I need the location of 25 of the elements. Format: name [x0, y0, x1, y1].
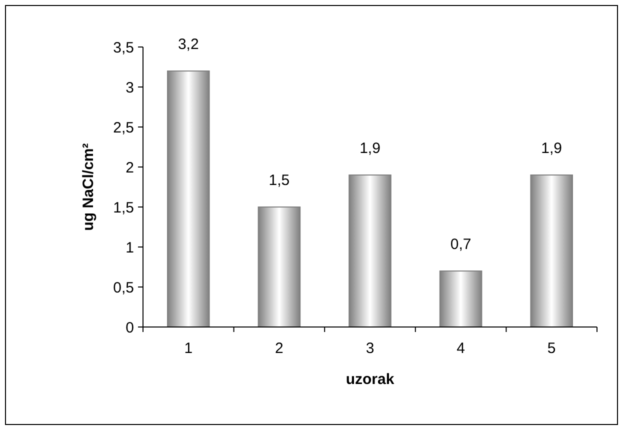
y-tick-label: 0,5	[113, 279, 134, 296]
x-axis-title: uzorak	[346, 371, 395, 388]
y-tick-label: 3,5	[113, 39, 134, 56]
x-tick-label: 5	[547, 340, 556, 357]
bar	[530, 174, 573, 328]
bar	[439, 270, 482, 328]
x-tick-label: 3	[366, 340, 374, 357]
y-axis-title: ug NaCl/cm²	[80, 143, 97, 231]
data-label: 3,2	[178, 36, 199, 53]
data-label: 0,7	[450, 236, 472, 253]
y-tick-label: 2,5	[113, 119, 134, 136]
y-tick-label: 2	[126, 159, 134, 176]
data-label: 1,9	[360, 140, 380, 157]
x-tick-label: 4	[456, 340, 465, 357]
y-tick-label: 0	[126, 319, 134, 336]
data-label: 1,9	[541, 140, 562, 157]
data-label: 1,5	[268, 172, 290, 189]
bar	[258, 206, 301, 328]
x-tick-label: 1	[184, 340, 193, 357]
x-tick-label: 2	[275, 340, 284, 357]
bar	[167, 70, 210, 328]
y-tick-label: 1,5	[113, 199, 134, 216]
y-tick-label: 3	[126, 79, 134, 96]
y-tick-label: 1	[126, 239, 134, 256]
bar	[348, 174, 392, 328]
